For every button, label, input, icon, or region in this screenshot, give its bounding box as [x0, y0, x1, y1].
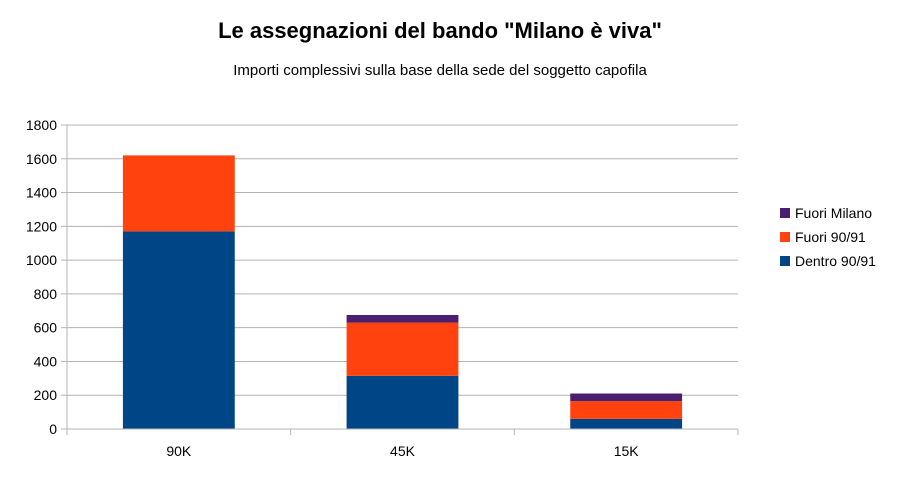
- y-tick-label: 1600: [26, 151, 57, 167]
- legend-swatch: [780, 256, 790, 266]
- x-tick-label: 90K: [166, 443, 192, 459]
- y-tick-label: 800: [34, 286, 58, 302]
- y-tick-label: 400: [34, 353, 58, 369]
- bar-fuori-90-91-45k: [346, 322, 459, 376]
- y-tick-label: 1400: [26, 185, 57, 201]
- y-tick-label: 1800: [26, 117, 57, 133]
- legend-label: Fuori Milano: [795, 205, 872, 221]
- bar-fuori-90-91-15k: [570, 401, 683, 419]
- x-axis-ticks: 90K 45K 15K: [166, 443, 639, 459]
- legend-swatch: [780, 208, 790, 218]
- bar-dentro-90-91-45k: [346, 375, 459, 429]
- x-tick-label: 45K: [390, 443, 416, 459]
- y-tick-label: 200: [34, 387, 58, 403]
- legend: Fuori Milano Fuori 90/91 Dentro 90/91: [780, 205, 876, 269]
- bars: [122, 155, 683, 429]
- bar-dentro-90-91-90k: [122, 231, 235, 429]
- legend-swatch: [780, 232, 790, 242]
- y-tick-label: 1200: [26, 218, 57, 234]
- bar-dentro-90-91-15k: [570, 418, 683, 429]
- y-tick-label: 0: [49, 421, 57, 437]
- legend-label: Fuori 90/91: [795, 229, 866, 245]
- y-tick-label: 1000: [26, 252, 57, 268]
- bar-fuori-milano-15k: [570, 393, 683, 402]
- y-tick-label: 600: [34, 320, 58, 336]
- axes: [66, 125, 739, 435]
- bar-fuori-90-91-90k: [122, 155, 235, 232]
- x-tick-label: 15K: [614, 443, 640, 459]
- chart-title: Le assegnazioni del bando "Milano è viva…: [218, 18, 662, 43]
- bar-fuori-milano-45k: [346, 315, 459, 323]
- y-axis-ticks: 0 200 400 600 800 1000 1200 1400 1600 1800: [26, 117, 67, 437]
- legend-label: Dentro 90/91: [795, 253, 876, 269]
- chart-subtitle: Importi complessivi sulla base della sed…: [233, 62, 647, 79]
